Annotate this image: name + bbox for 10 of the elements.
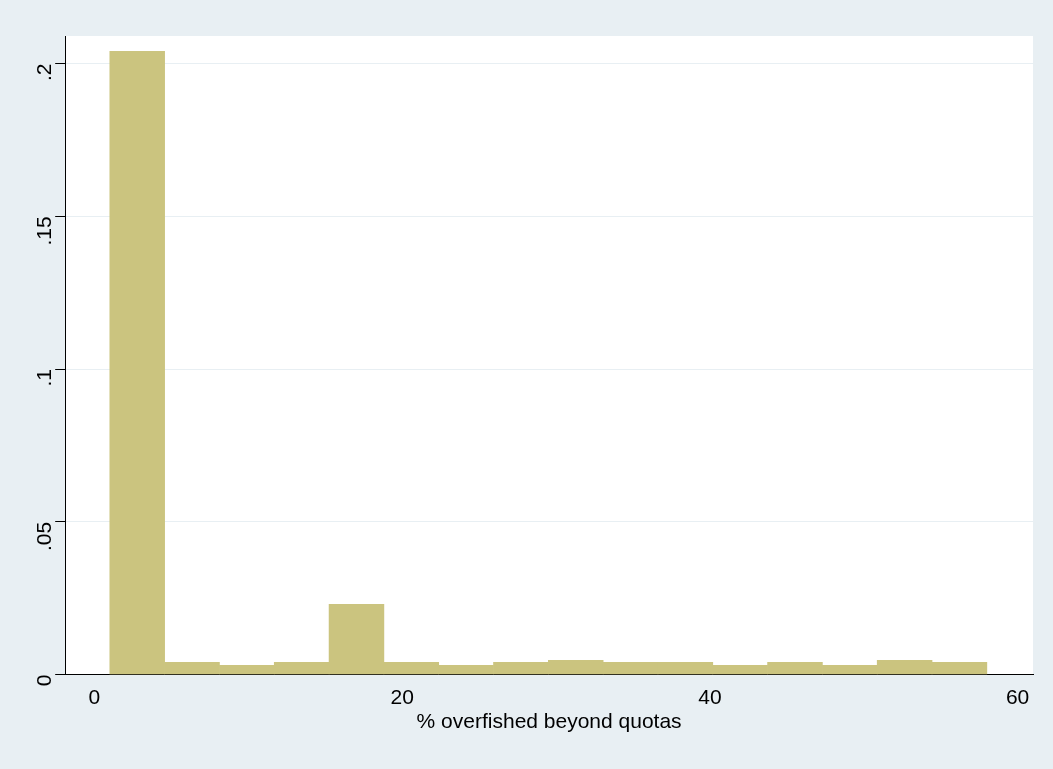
x-axis-title: % overfished beyond quotas	[416, 709, 682, 733]
x-tick-label: 60	[1005, 685, 1030, 708]
x-tick-label: 20	[390, 685, 414, 708]
y-tick-label: 0	[32, 674, 55, 687]
y-tick-label: .2	[32, 63, 55, 82]
y-tick-label: .1	[32, 369, 55, 387]
y-tick-label: .05	[32, 521, 55, 552]
x-tick-label: 40	[698, 685, 722, 708]
y-tick-label: .15	[32, 216, 55, 246]
x-tick-label: 0	[88, 685, 101, 708]
